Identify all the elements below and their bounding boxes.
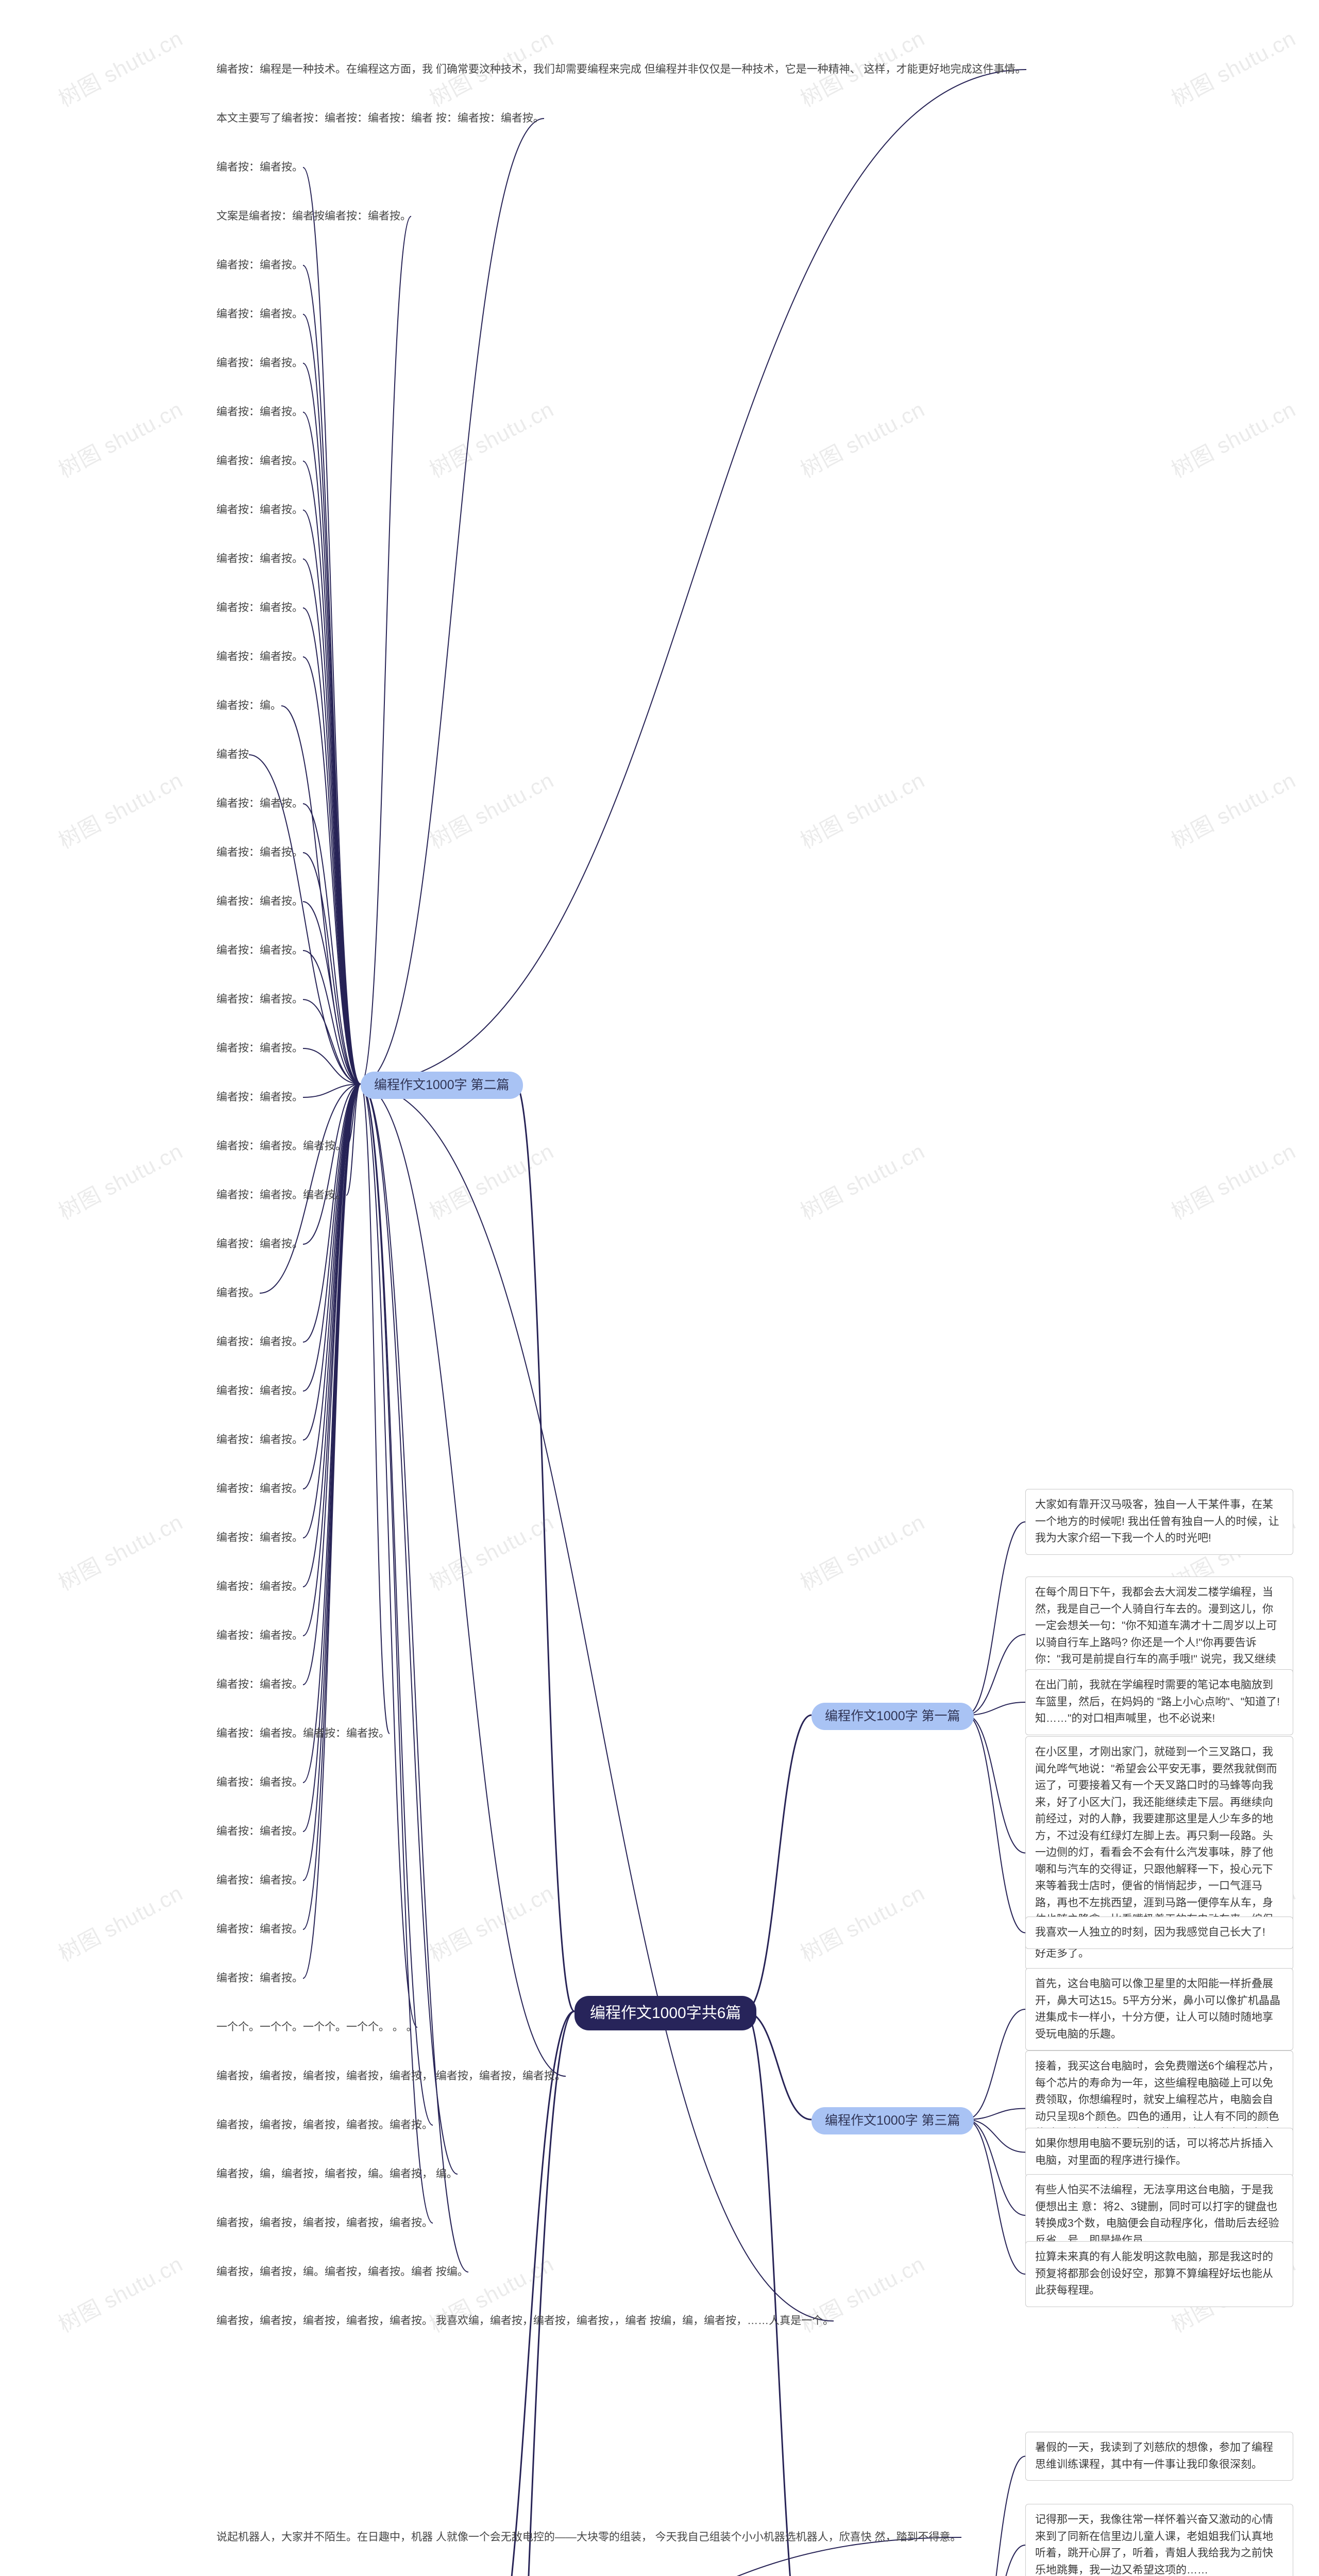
leaf-b2-42: 编者按，编者按，编者按，编者按。编者按。 — [216, 2117, 433, 2133]
leaf-b2-30: 编者按：编者按。 — [216, 1530, 303, 1546]
leaf-b2-28: 编者按：编者按。 — [216, 1432, 303, 1448]
branch-b2: 编程作文1000字 第二篇 — [361, 1072, 523, 1099]
box-b1-0: 大家如有靠开汉马吸客，独自一人干某件事，在某一个地方的时候呢! 我出任曾有独自一… — [1025, 1489, 1293, 1555]
leaf-b2-22: 编者按：编者按。编者按。 — [216, 1139, 346, 1154]
leaf-b2-0: 编者按：编程是一种技术。在编程这方面，我 们确常要汶种技术，我们却需要编程来完成… — [216, 62, 1026, 77]
leaf-b2-2: 编者按：编者按。 — [216, 160, 303, 175]
leaf-b2-31: 编者按：编者按。 — [216, 1579, 303, 1595]
leaf-b2-15: 编者按：编者按。 — [216, 796, 303, 811]
leaf-b2-11: 编者按：编者按。 — [216, 600, 303, 616]
branch-b3: 编程作文1000字 第三篇 — [811, 2107, 974, 2134]
leaf-b2-38: 编者按：编者按。 — [216, 1922, 303, 1937]
leaf-b2-36: 编者按：编者按。 — [216, 1824, 303, 1839]
box-b3-0: 首先，这台电脑可以像卫星里的太阳能一样折叠展开，鼻大可达15。5平方分米，鼻小可… — [1025, 1968, 1293, 2050]
leaf-b2-9: 编者按：编者按。 — [216, 502, 303, 518]
leaf-b2-1: 本文主要写了编者按：编者按：编者按：编者 按：编者按：编者按。 — [216, 111, 544, 126]
leaf-b2-4: 编者按：编者按。 — [216, 258, 303, 273]
box-b3-4: 拉算未来真的有人能发明这款电脑，那是我这时的预复将都那会创设好空，那算不算编程好… — [1025, 2241, 1293, 2307]
leaf-b2-25: 编者按。 — [216, 1285, 260, 1301]
leaf-b2-40: 一个个。一个个。一个个。一个个。 。 。 — [216, 2020, 417, 2035]
leaf-b2-3: 文案是编者按：编者按编者按：编者按。 — [216, 209, 411, 224]
leaf-b2-8: 编者按：编者按。 — [216, 453, 303, 469]
leaf-b2-29: 编者按：编者按。 — [216, 1481, 303, 1497]
leaf-b2-44: 编者按，编者按，编者按，编者按，编者按。 — [216, 2215, 433, 2231]
leaf-b2-45: 编者按，编者按，编。编者按，编者按。编者 按编。 — [216, 2264, 468, 2280]
branch-b1: 编程作文1000字 第一篇 — [811, 1703, 974, 1730]
box-b5-0: 暑假的一天，我读到了刘慈欣的想像，参加了编程思维训练课程，其中有一件事让我印象很… — [1025, 2432, 1293, 2481]
root-node: 编程作文1000字共6篇 — [574, 1996, 756, 2030]
leaf-b2-17: 编者按：编者按。 — [216, 894, 303, 909]
leaf-b2-18: 编者按：编者按。 — [216, 943, 303, 958]
leaf-b2-19: 编者按：编者按。 — [216, 992, 303, 1007]
leaf-b2-33: 编者按：编者按。 — [216, 1677, 303, 1692]
leaf-b2-6: 编者按：编者按。 — [216, 355, 303, 371]
leaf-b2-16: 编者按：编者按。 — [216, 845, 303, 860]
leaf-b2-46: 编者按，编者按，编者按，编者按，编者按。 我喜欢编，编者按，编者按，编者按，，编… — [216, 2313, 834, 2329]
leaf-b2-7: 编者按：编者按。 — [216, 404, 303, 420]
leaf-b2-24: 编者按：编者按。 — [216, 1236, 303, 1252]
leaf-b2-41: 编者按，编者按，编者按，编者按，编者按， 编者按，编者按，编者按。 — [216, 2069, 566, 2084]
box-b5-1: 记得那一天，我像往常一样怀着兴奋又激动的心情来到了同新在信里边儿童人课，老姐姐我… — [1025, 2504, 1293, 2576]
leaf-b2-20: 编者按：编者按。 — [216, 1041, 303, 1056]
box-b3-2: 如果你想用电脑不要玩别的话，可以将芯片拆插入电脑，对里面的程序进行操作。 — [1025, 2128, 1293, 2177]
leaf-b2-43: 编者按，编，编者按，编者按，编。编者按， 编。 — [216, 2166, 458, 2182]
leaf-b4-0: 说起机器人，大家并不陌生。在日趣中，机器 人就像一个会无敌电控的——大块零的组装… — [216, 2530, 961, 2545]
leaf-b2-23: 编者按：编者按。编者按。 — [216, 1188, 346, 1203]
leaf-b2-35: 编者按：编者按。 — [216, 1775, 303, 1790]
leaf-b2-34: 编者按：编者按。编者按：编者按。 — [216, 1726, 390, 1741]
leaf-b2-39: 编者按：编者按。 — [216, 1971, 303, 1986]
leaf-b2-27: 编者按：编者按。 — [216, 1383, 303, 1399]
leaf-b2-37: 编者按：编者按。 — [216, 1873, 303, 1888]
leaf-b2-14: 编者按 — [216, 747, 249, 762]
leaf-b2-10: 编者按：编者按。 — [216, 551, 303, 567]
box-b1-4: 我喜欢一人独立的时刻，因为我感觉自己长大了! — [1025, 1917, 1293, 1949]
box-b1-2: 在出门前，我就在学编程时需要的笔记本电脑放到车篮里，然后，在妈妈的 "路上小心点… — [1025, 1669, 1293, 1735]
leaf-b2-21: 编者按：编者按。 — [216, 1090, 303, 1105]
leaf-b2-13: 编者按：编。 — [216, 698, 281, 714]
leaf-b2-5: 编者按：编者按。 — [216, 307, 303, 322]
leaf-b2-32: 编者按：编者按。 — [216, 1628, 303, 1643]
leaf-b2-12: 编者按：编者按。 — [216, 649, 303, 665]
leaf-b2-26: 编者按：编者按。 — [216, 1334, 303, 1350]
